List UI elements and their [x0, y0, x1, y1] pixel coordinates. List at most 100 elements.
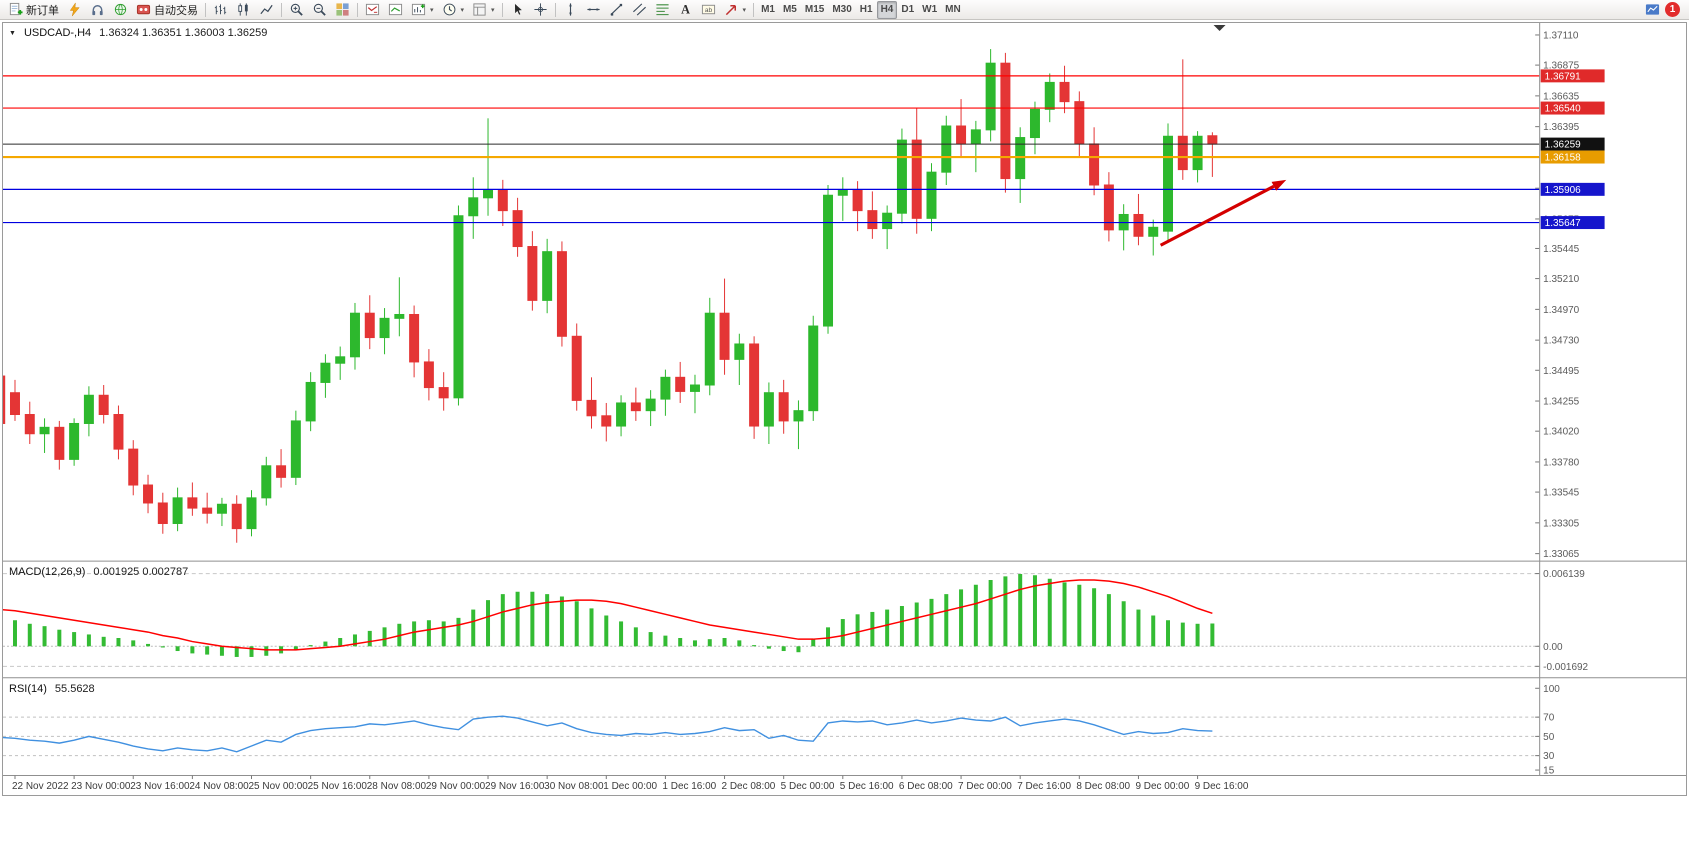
dropdown-caret-icon: ▾	[742, 6, 747, 14]
timeframe-h1-button[interactable]: H1	[856, 1, 877, 19]
candle-body	[1000, 62, 1011, 180]
svg-text:1.35906: 1.35906	[1545, 185, 1582, 196]
svg-text:1.33065: 1.33065	[1543, 549, 1580, 560]
timeframe-w1-button[interactable]: W1	[918, 1, 941, 19]
notification-badge[interactable]: 1	[1665, 2, 1680, 17]
objects-list-button[interactable]	[384, 1, 407, 19]
candle-body	[453, 215, 464, 399]
new-chart-button[interactable]: ▾	[407, 1, 438, 19]
timeframe-m15-button[interactable]: M15	[801, 1, 828, 19]
svg-text:7 Dec 00:00: 7 Dec 00:00	[958, 781, 1012, 792]
community-button[interactable]	[109, 1, 132, 19]
svg-text:1.34495: 1.34495	[1543, 366, 1580, 377]
indicators-list-button[interactable]	[361, 1, 384, 19]
hline-1.36791[interactable]: 1.36791	[3, 69, 1605, 82]
candle-body	[54, 426, 65, 460]
timeframe-m1-button[interactable]: M1	[757, 1, 779, 19]
svg-text:A: A	[681, 3, 690, 17]
svg-text:50: 50	[1543, 732, 1555, 743]
cursor-tool-button[interactable]	[506, 1, 529, 19]
mobile-chart-icon[interactable]	[1645, 2, 1660, 17]
candles-layer	[3, 49, 1218, 543]
text-label-tool-button[interactable]: ab	[697, 1, 720, 19]
auto-trading-button[interactable]: 自动交易	[132, 1, 202, 19]
line-chart-type-button[interactable]	[255, 1, 278, 19]
market-watch-button[interactable]	[86, 1, 109, 19]
trendline-icon	[609, 2, 624, 17]
trendline-tool-button[interactable]	[605, 1, 628, 19]
profiles-button[interactable]: ▾	[438, 1, 469, 19]
timeframe-mn-button-label: MN	[945, 4, 961, 15]
fibonacci-tool-button[interactable]	[651, 1, 674, 19]
svg-text:1.36395: 1.36395	[1543, 122, 1580, 133]
candle-body	[320, 362, 331, 383]
hline-1.36158[interactable]: 1.36158	[3, 150, 1605, 164]
timeframe-d1-button[interactable]: D1	[897, 1, 918, 19]
candle-body	[438, 387, 449, 399]
candle-body	[468, 197, 479, 217]
candlestick-chart-type-button[interactable]	[232, 1, 255, 19]
svg-text:9 Dec 16:00: 9 Dec 16:00	[1195, 781, 1249, 792]
candle-body	[1192, 135, 1203, 171]
svg-text:1.34970: 1.34970	[1543, 305, 1580, 316]
zoom-out-button[interactable]	[308, 1, 331, 19]
quick-trade-button[interactable]	[63, 1, 86, 19]
new-order-button[interactable]: 新订单	[4, 1, 63, 19]
svg-text:22 Nov 2022: 22 Nov 2022	[12, 781, 69, 792]
macd-header: MACD(12,26,9) 0.001925 0.002787	[9, 566, 188, 578]
equidistant-channel-tool-button[interactable]	[628, 1, 651, 19]
timeframe-m5-button[interactable]: M5	[779, 1, 801, 19]
bar-chart-type-button[interactable]	[209, 1, 232, 19]
candle-body	[956, 125, 967, 145]
chart-window[interactable]: 1.371101.368751.366351.363951.361551.359…	[2, 22, 1687, 796]
templates-button[interactable]: ▾	[468, 1, 499, 19]
chart-canvas[interactable]: 1.371101.368751.366351.363951.361551.359…	[3, 23, 1686, 795]
crosshair-tool-button[interactable]	[529, 1, 552, 19]
time-axis[interactable]: 22 Nov 2022 23 Nov 00:00 23 Nov 16:00 24 No…	[12, 775, 1249, 792]
hline-1.36540[interactable]: 1.36540	[3, 101, 1605, 115]
rsi-label: RSI(14)	[9, 683, 47, 695]
svg-text:100: 100	[1543, 684, 1560, 695]
text-tool-button[interactable]: A	[674, 1, 697, 19]
clock-icon	[442, 2, 457, 17]
svg-text:1.34730: 1.34730	[1543, 336, 1580, 347]
chart-shift-marker[interactable]	[1213, 24, 1226, 31]
hline-1.36259[interactable]: 1.36259	[3, 137, 1605, 151]
svg-text:1.34020: 1.34020	[1543, 427, 1580, 438]
cursor-icon	[510, 2, 525, 17]
svg-text:1.36259: 1.36259	[1545, 140, 1582, 151]
zoom-in-button[interactable]	[285, 1, 308, 19]
svg-text:8 Dec 08:00: 8 Dec 08:00	[1076, 781, 1130, 792]
candle-body	[379, 317, 390, 339]
timeframe-w1-button-label: W1	[922, 4, 938, 15]
vertical-line-tool-button[interactable]	[559, 1, 582, 19]
candle-body	[941, 125, 952, 173]
candle-body	[246, 497, 257, 530]
macd-label: MACD(12,26,9)	[9, 566, 86, 578]
svg-text:23 Nov 00:00: 23 Nov 00:00	[71, 781, 131, 792]
candle-body	[749, 343, 760, 427]
candle-body	[497, 189, 508, 212]
auto-trading-button-label: 自动交易	[154, 4, 198, 17]
horizontal-line-tool-button[interactable]	[582, 1, 605, 19]
timeframe-h4-button[interactable]: H4	[876, 0, 898, 19]
candle-body	[9, 392, 20, 416]
timeframe-m30-button[interactable]: M30	[828, 1, 855, 19]
timeframe-d1-button-label: D1	[901, 4, 915, 15]
timeframe-mn-button[interactable]: MN	[941, 1, 965, 19]
chart-menu-icon[interactable]: ▼	[9, 29, 16, 37]
candle-body	[349, 312, 360, 358]
svg-text:1.36791: 1.36791	[1545, 71, 1582, 82]
candle-body	[128, 448, 139, 486]
hline-1.35906[interactable]: 1.35906	[3, 182, 1605, 196]
hline-1.35647[interactable]: 1.35647	[3, 216, 1605, 229]
arrows-tool-button[interactable]: ▾	[720, 1, 751, 19]
candle-body	[1103, 184, 1114, 231]
trend-arrow[interactable]	[1159, 179, 1287, 247]
candle-body	[1044, 81, 1055, 110]
candle-body	[276, 465, 287, 478]
doc-plus-icon	[8, 2, 23, 17]
tile-windows-button[interactable]	[331, 1, 354, 19]
candle-body	[882, 212, 893, 230]
macd-panel: 0.006139 0.00 -0.001692	[3, 569, 1589, 673]
